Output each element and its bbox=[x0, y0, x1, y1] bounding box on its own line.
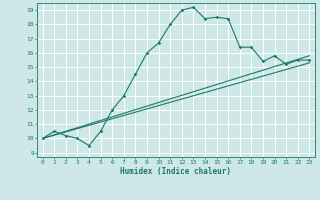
X-axis label: Humidex (Indice chaleur): Humidex (Indice chaleur) bbox=[121, 167, 231, 176]
